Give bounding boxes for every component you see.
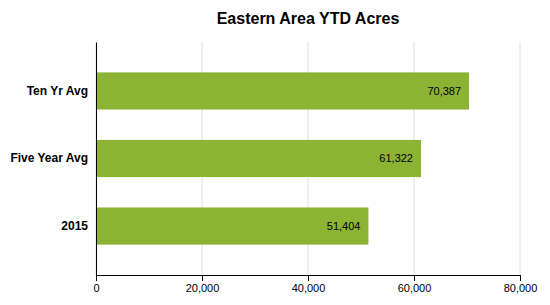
data-labels: 51,404 61,322 70,387 bbox=[327, 85, 461, 232]
x-tick: 80,000 bbox=[504, 275, 538, 294]
grid bbox=[96, 42, 520, 275]
x-tick: 0 bbox=[93, 275, 99, 294]
chart: Eastern Area YTD Acres 0 20,000 40,000 60,00… bbox=[0, 0, 550, 305]
bar bbox=[96, 207, 368, 244]
bars bbox=[96, 72, 469, 244]
bar bbox=[96, 140, 421, 177]
x-tick: 40,000 bbox=[292, 275, 326, 294]
x-tick-mark bbox=[96, 275, 97, 281]
grid-line bbox=[96, 42, 97, 275]
plot: 0 20,000 40,000 60,000 80,000 2015 Five Year A… bbox=[10, 42, 537, 294]
x-tick: 20,000 bbox=[186, 275, 220, 294]
data-label: 70,387 bbox=[427, 85, 461, 97]
y-tick-label: Ten Yr Avg bbox=[27, 84, 88, 98]
x-tick-mark bbox=[202, 275, 203, 281]
y-tick: Five Year Avg bbox=[10, 151, 88, 165]
x-tick-mark bbox=[520, 275, 521, 281]
x-tick-label: 20,000 bbox=[186, 282, 220, 294]
x-tick: 60,000 bbox=[398, 275, 432, 294]
y-tick-label: Five Year Avg bbox=[10, 151, 88, 165]
bar bbox=[96, 72, 469, 109]
x-axis-line bbox=[97, 276, 521, 282]
data-label: 61,322 bbox=[379, 152, 413, 164]
x-tick-mark bbox=[414, 275, 415, 281]
x-axis: 0 20,000 40,000 60,000 80,000 bbox=[93, 275, 537, 294]
x-tick-mark bbox=[308, 275, 309, 281]
grid-line bbox=[520, 42, 521, 275]
x-tick-label: 0 bbox=[93, 282, 99, 294]
data-label: 51,404 bbox=[327, 220, 361, 232]
y-axis-line bbox=[96, 43, 97, 276]
x-tick-label: 80,000 bbox=[504, 282, 538, 294]
x-tick-label: 60,000 bbox=[398, 282, 432, 294]
y-tick: Ten Yr Avg bbox=[27, 84, 88, 98]
x-tick-label: 40,000 bbox=[292, 282, 326, 294]
y-tick-label: 2015 bbox=[61, 219, 88, 233]
y-tick: 2015 bbox=[61, 219, 88, 233]
y-axis: 2015 Five Year Avg Ten Yr Avg bbox=[10, 43, 96, 276]
title: Eastern Area YTD Acres bbox=[217, 10, 400, 27]
